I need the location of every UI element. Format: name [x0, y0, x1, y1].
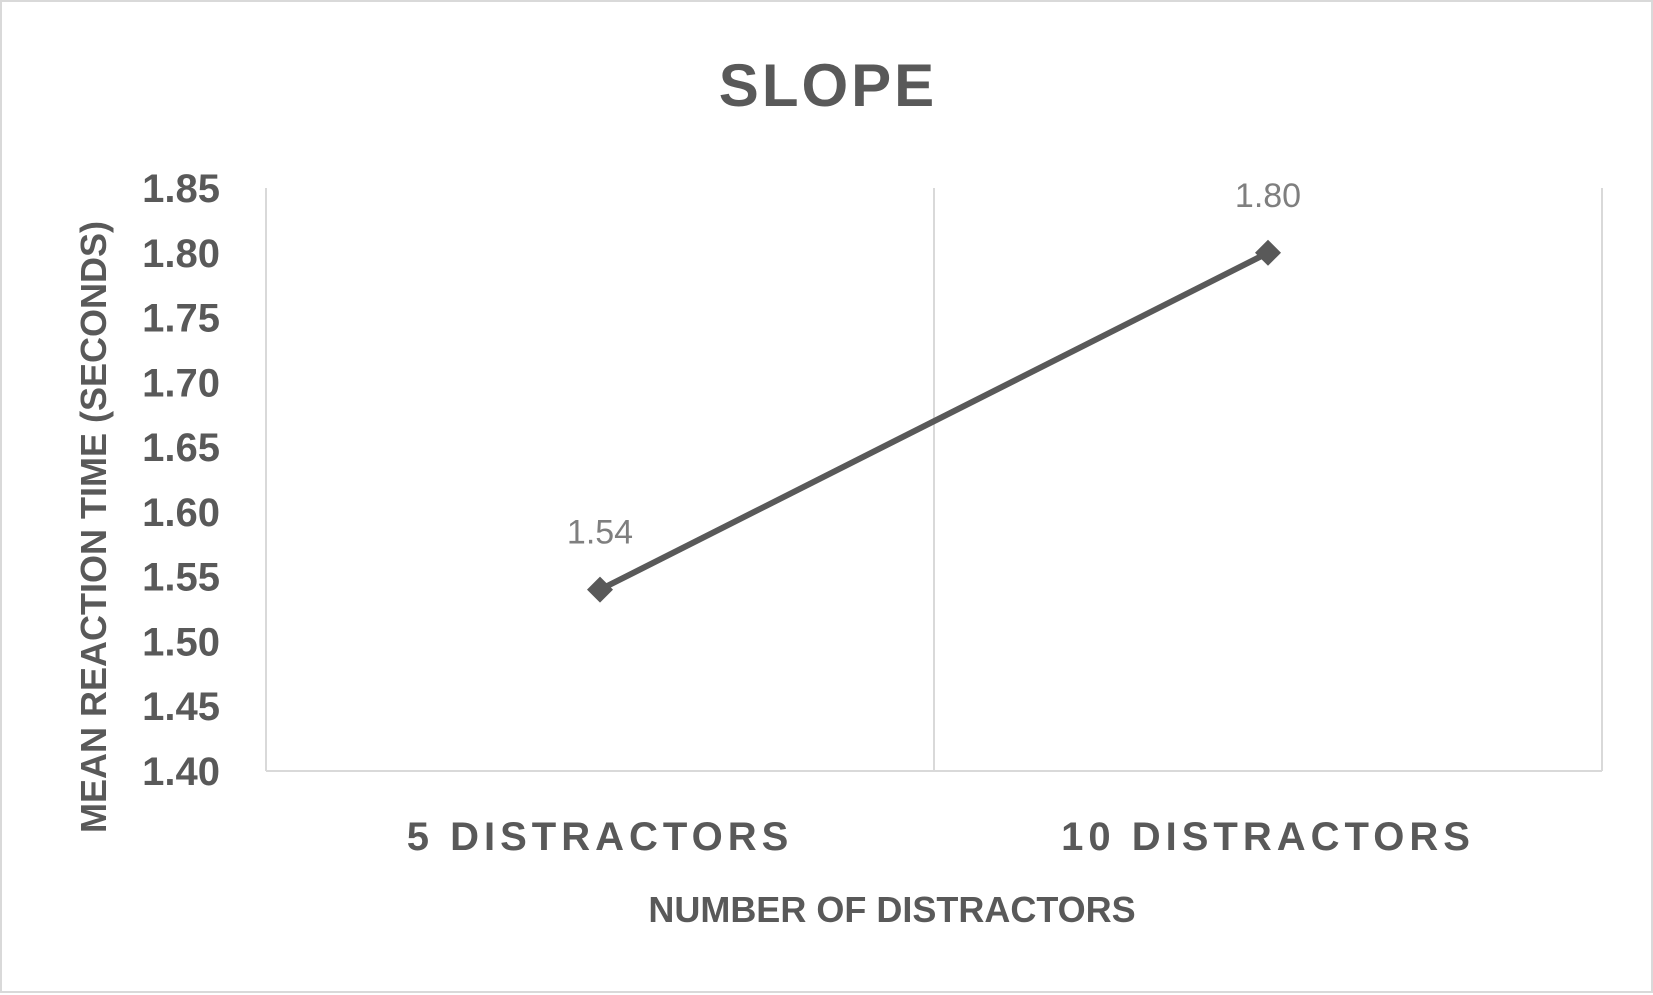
chart-title: SLOPE: [719, 52, 937, 119]
x-axis-title: NUMBER OF DISTRACTORS: [648, 889, 1135, 930]
data-label: 1.54: [567, 514, 633, 552]
y-tick-label: 1.75: [142, 297, 220, 341]
data-point-marker: [1255, 239, 1281, 266]
x-tick-label: 5 DISTRACTORS: [407, 815, 794, 859]
data-labels: 1.54 1.80: [567, 177, 1301, 552]
data-point-marker: [587, 576, 613, 603]
x-axis-tick-labels: 5 DISTRACTORS 10 DISTRACTORS: [407, 815, 1475, 859]
y-axis-title: MEAN REACTION TIME (SECONDS): [73, 221, 114, 833]
series-layer: [587, 239, 1281, 603]
y-tick-label: 1.80: [142, 232, 220, 276]
data-label: 1.80: [1235, 177, 1301, 215]
y-tick-label: 1.85: [142, 167, 220, 211]
y-tick-label: 1.55: [142, 556, 220, 600]
y-tick-label: 1.40: [142, 750, 220, 794]
y-tick-label: 1.65: [142, 426, 220, 470]
y-axis-tick-labels: 1.40 1.45 1.50 1.55 1.60 1.65 1.70 1.75 1.80 1.85: [142, 167, 220, 794]
gridlines: [265, 188, 1603, 771]
y-tick-label: 1.45: [142, 685, 220, 729]
series-line: [598, 250, 1270, 593]
x-tick-label: 10 DISTRACTORS: [1061, 815, 1475, 859]
y-tick-label: 1.60: [142, 491, 220, 535]
y-tick-label: 1.70: [142, 361, 220, 405]
y-tick-label: 1.50: [142, 620, 220, 664]
